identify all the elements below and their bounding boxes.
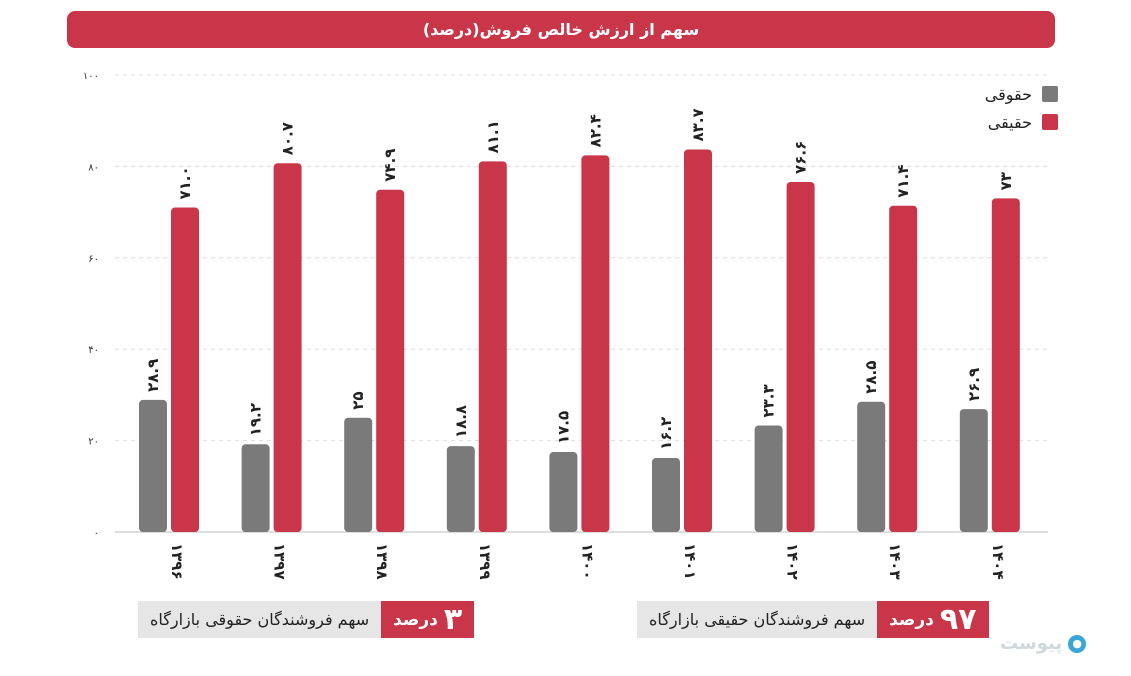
- y-tick-label: ۸۰: [88, 162, 99, 173]
- data-label: ۱۶.۲: [657, 417, 675, 450]
- bar-natural: [376, 189, 405, 532]
- bar-natural: [786, 181, 815, 533]
- summary-legal-text: سهم فروشندگان حقوقی بازارگاه: [138, 601, 382, 638]
- summary-legal-badge: ۳ درصد: [381, 601, 475, 638]
- legend-label-natural: حقیقی: [987, 112, 1032, 132]
- summary-legal-number: ۳: [443, 601, 463, 637]
- data-label: ۱۸.۸: [452, 405, 470, 438]
- bar-chart: ۰ ۲۰ ۴۰ ۶۰ ۸۰ ۱۰۰ ۲۸.۹ ۷۱.۰ ۱۳۹۶ ۱۹.۲ ۸۰.۷ ۱۳۹۷ ۲۵ ۷۴…: [83, 71, 1048, 580]
- bar-legal: [652, 457, 680, 532]
- x-tick-label: ۱۴۰۰: [578, 543, 596, 580]
- legend-item-natural: حقیقی: [985, 108, 1058, 136]
- data-label: ۲۸.۹: [144, 359, 162, 392]
- y-tick-label: ۶۰: [88, 254, 99, 265]
- logo-text: پیوست: [1000, 633, 1063, 654]
- y-tick-label: ۱۰۰: [83, 71, 99, 82]
- data-label: ۲۶.۹: [965, 368, 983, 401]
- data-label: ۸۰.۷: [279, 122, 297, 155]
- data-label: ۷۱.۰: [176, 166, 194, 199]
- summary-natural-number: ۹۷: [939, 601, 977, 637]
- data-label: ۷۶.۶: [792, 141, 810, 174]
- legend-swatch-legal: [1042, 86, 1058, 102]
- data-label: ۲۳.۳: [760, 384, 778, 417]
- summary-natural-unit: درصد: [889, 609, 934, 630]
- data-label: ۷۳: [997, 172, 1015, 190]
- data-label: ۱۹.۲: [247, 403, 265, 436]
- chart-title: سهم از ارزش خالص فروش(درصد): [67, 11, 1055, 48]
- data-label: ۸۱.۱: [484, 120, 502, 153]
- summary-natural-badge: ۹۷ درصد: [877, 601, 989, 638]
- x-tick-label: ۱۳۹۹: [476, 543, 494, 580]
- x-tick-label: ۱۴۰۱: [681, 543, 699, 580]
- data-label: ۸۲.۴: [586, 114, 604, 147]
- data-label: ۱۷.۵: [554, 411, 572, 444]
- bar-natural: [581, 155, 610, 532]
- bar-legal: [754, 425, 783, 532]
- bar-legal: [446, 446, 475, 532]
- bar-natural: [273, 163, 302, 533]
- brand-logo: ● پیوست: [1000, 633, 1087, 654]
- legend: حقوقی حقیقی: [985, 80, 1058, 136]
- y-tick-label: ۰: [94, 528, 99, 539]
- y-tick-label: ۲۰: [88, 437, 99, 448]
- bar-legal: [139, 399, 167, 532]
- bar-legal: [959, 409, 988, 532]
- x-tick-label: ۱۴۰۳: [886, 543, 904, 580]
- x-tick-label: ۱۳۹۶: [168, 543, 186, 580]
- bar-legal: [241, 444, 270, 532]
- legend-item-legal: حقوقی: [985, 80, 1058, 108]
- data-label: ۲۵: [349, 391, 367, 409]
- bar-legal: [549, 452, 578, 532]
- legend-swatch-natural: [1042, 114, 1058, 130]
- bar-legal: [857, 401, 886, 532]
- data-label: ۷۱.۴: [894, 165, 912, 198]
- x-tick-label: ۱۴۰۲: [784, 543, 802, 580]
- legend-label-legal: حقوقی: [984, 84, 1032, 104]
- y-tick-label: ۴۰: [88, 345, 99, 356]
- bar-natural: [684, 149, 712, 532]
- data-label: ۸۳.۷: [689, 108, 707, 141]
- bar-natural: [478, 161, 507, 533]
- summary-legal-unit: درصد: [393, 609, 438, 630]
- summary-natural-text: سهم فروشندگان حقیقی بازارگاه: [637, 601, 878, 638]
- bar-natural: [171, 207, 199, 532]
- x-tick-label: ۱۳۹۷: [271, 543, 289, 580]
- summary-natural: ۹۷ درصد سهم فروشندگان حقیقی بازارگاه: [637, 601, 989, 638]
- data-label: ۲۸.۵: [862, 361, 880, 394]
- data-label: ۷۴.۹: [381, 149, 399, 182]
- logo-icon: ●: [1068, 634, 1087, 653]
- x-tick-label: ۱۳۹۸: [373, 543, 391, 580]
- summary-legal: ۳ درصد سهم فروشندگان حقوقی بازارگاه: [138, 601, 475, 638]
- x-tick-label: ۱۴۰۴: [989, 543, 1007, 580]
- bar-natural: [991, 198, 1020, 532]
- bar-legal: [344, 417, 373, 532]
- bar-natural: [889, 205, 918, 532]
